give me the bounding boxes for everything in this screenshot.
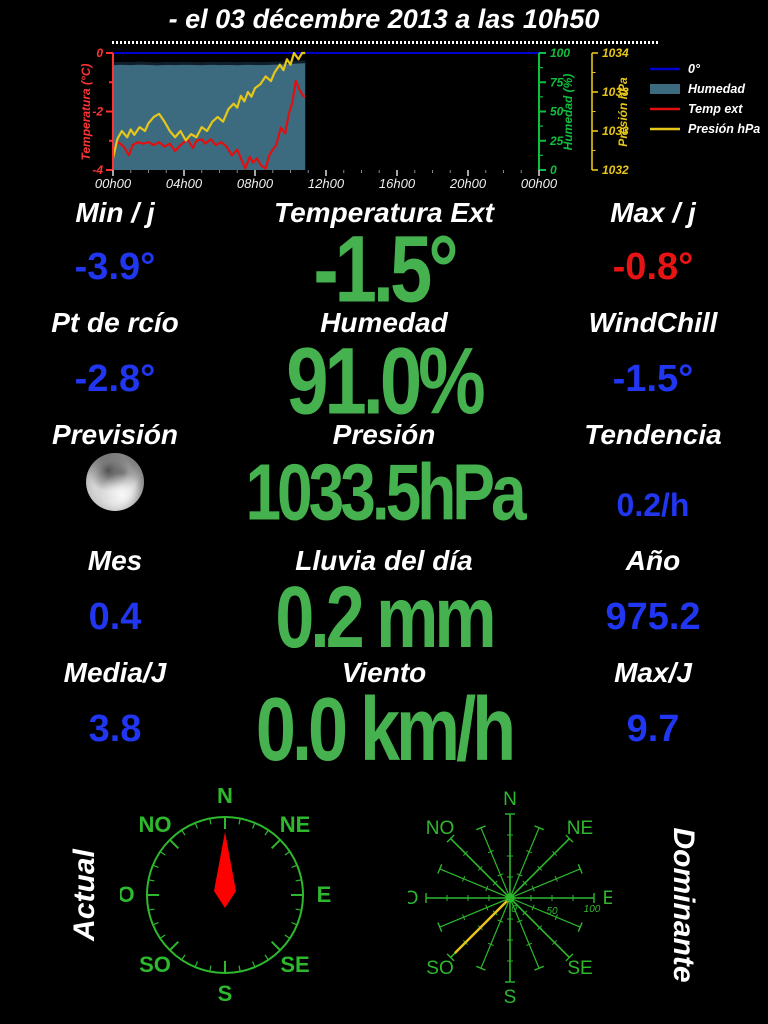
stat-label-wind-max: Max/J	[614, 657, 692, 688]
stat-label-humidity: Humedad	[320, 307, 448, 338]
svg-text:SO: SO	[139, 952, 171, 977]
stat-value-min-day: -3.9°	[74, 246, 156, 288]
svg-text:50: 50	[546, 906, 558, 917]
svg-text:08h00: 08h00	[237, 176, 274, 191]
svg-text:-4: -4	[92, 163, 103, 177]
dominant-wind-label: Dominante	[667, 827, 700, 983]
svg-text:NO: NO	[426, 818, 455, 839]
svg-text:0: 0	[511, 904, 517, 915]
svg-text:00h00: 00h00	[95, 176, 132, 191]
stat-label-tendency: Tendencia	[584, 419, 722, 450]
svg-text:25: 25	[549, 134, 564, 148]
stat-label-dew-point: Pt de rcío	[51, 307, 179, 338]
svg-text:0: 0	[96, 46, 103, 60]
stat-value-dew-point: -2.8°	[74, 358, 156, 400]
svg-text:NE: NE	[567, 818, 593, 839]
stat-value-pressure: 1033.5hPa	[245, 447, 526, 537]
stat-label-year-rain: Año	[625, 545, 681, 576]
svg-text:Humedad: Humedad	[688, 82, 745, 96]
stat-label-min-day: Min / j	[75, 197, 155, 228]
svg-text:04h00: 04h00	[166, 176, 203, 191]
svg-text:Presión hPa: Presión hPa	[616, 77, 630, 147]
svg-text:100: 100	[550, 46, 570, 60]
stat-label-month-rain: Mes	[87, 545, 143, 576]
stat-value-wind-max: 9.7	[626, 708, 680, 750]
stat-label-temperature-ext: Temperatura Ext	[274, 197, 494, 228]
wind-direction-compass: N NE E SE S SO O NO	[120, 788, 332, 1006]
stat-label-forecast: Previsión	[51, 419, 179, 450]
svg-text:50: 50	[550, 105, 564, 119]
stat-value-tendency: 0.2/h	[616, 487, 690, 523]
svg-text:NO: NO	[138, 812, 171, 837]
dominant-wind-rose: N NE E SE S SO O NO 0 50 100	[408, 789, 612, 1008]
stat-label-windchill: WindChill	[588, 307, 718, 338]
svg-text:0: 0	[550, 163, 557, 177]
svg-text:E: E	[317, 882, 332, 907]
svg-text:12h00: 12h00	[308, 176, 345, 191]
svg-text:O: O	[120, 882, 135, 907]
stat-value-day-rain: 0.2 mm	[275, 568, 496, 666]
stat-label-max-day: Max / j	[610, 197, 696, 228]
svg-text:75: 75	[550, 75, 564, 89]
stat-value-max-day: -0.8°	[612, 246, 694, 288]
svg-text:-2: -2	[92, 105, 103, 119]
svg-text:Temp ext: Temp ext	[688, 102, 743, 116]
svg-text:S: S	[218, 981, 233, 1006]
stat-label-pressure: Presión	[332, 419, 436, 450]
stat-label-wind: Viento	[341, 657, 427, 688]
svg-text:1033: 1033	[602, 124, 629, 138]
svg-text:1032: 1032	[602, 163, 629, 177]
svg-text:1033: 1033	[602, 85, 629, 99]
title-underline	[112, 41, 658, 44]
svg-text:SE: SE	[567, 958, 592, 979]
svg-text:Humedad (%): Humedad (%)	[561, 74, 575, 151]
svg-text:SE: SE	[280, 952, 309, 977]
svg-text:16h00: 16h00	[379, 176, 416, 191]
svg-text:O: O	[408, 888, 418, 909]
svg-text:20h00: 20h00	[449, 176, 487, 191]
svg-text:NE: NE	[280, 812, 311, 837]
stat-value-temperature-ext: -1.5°	[313, 216, 458, 323]
stat-value-month-rain: 0.4	[88, 596, 142, 638]
stat-value-wind-avg: 3.8	[88, 708, 142, 750]
stat-value-windchill: -1.5°	[612, 358, 694, 400]
page-title: - el 03 décembre 2013 a las 10h50	[168, 4, 600, 34]
svg-text:Presión hPa: Presión hPa	[688, 122, 760, 136]
svg-text:1034: 1034	[602, 46, 629, 60]
stat-label-day-rain: Lluvia del día	[295, 545, 473, 576]
svg-text:N: N	[217, 788, 233, 808]
svg-text:0°: 0°	[688, 62, 701, 76]
moon-phase-icon	[86, 453, 144, 511]
svg-text:100: 100	[584, 904, 601, 915]
svg-text:E: E	[603, 888, 612, 909]
stat-value-humidity: 91.0%	[286, 328, 485, 435]
stat-label-wind-avg: Media/J	[63, 657, 167, 688]
svg-text:Temperatura (°C): Temperatura (°C)	[79, 63, 93, 160]
stat-value-year-rain: 975.2	[605, 596, 701, 638]
svg-text:00h00: 00h00	[521, 176, 558, 191]
svg-text:SO: SO	[426, 958, 453, 979]
weather-history-chart: 0 -2 -4 Temperatura (°C) 100 75 50 25 0 Humedad (…	[79, 46, 760, 191]
svg-text:N: N	[503, 789, 517, 810]
svg-text:S: S	[504, 987, 517, 1008]
stat-value-wind: 0.0 km/h	[255, 680, 516, 780]
